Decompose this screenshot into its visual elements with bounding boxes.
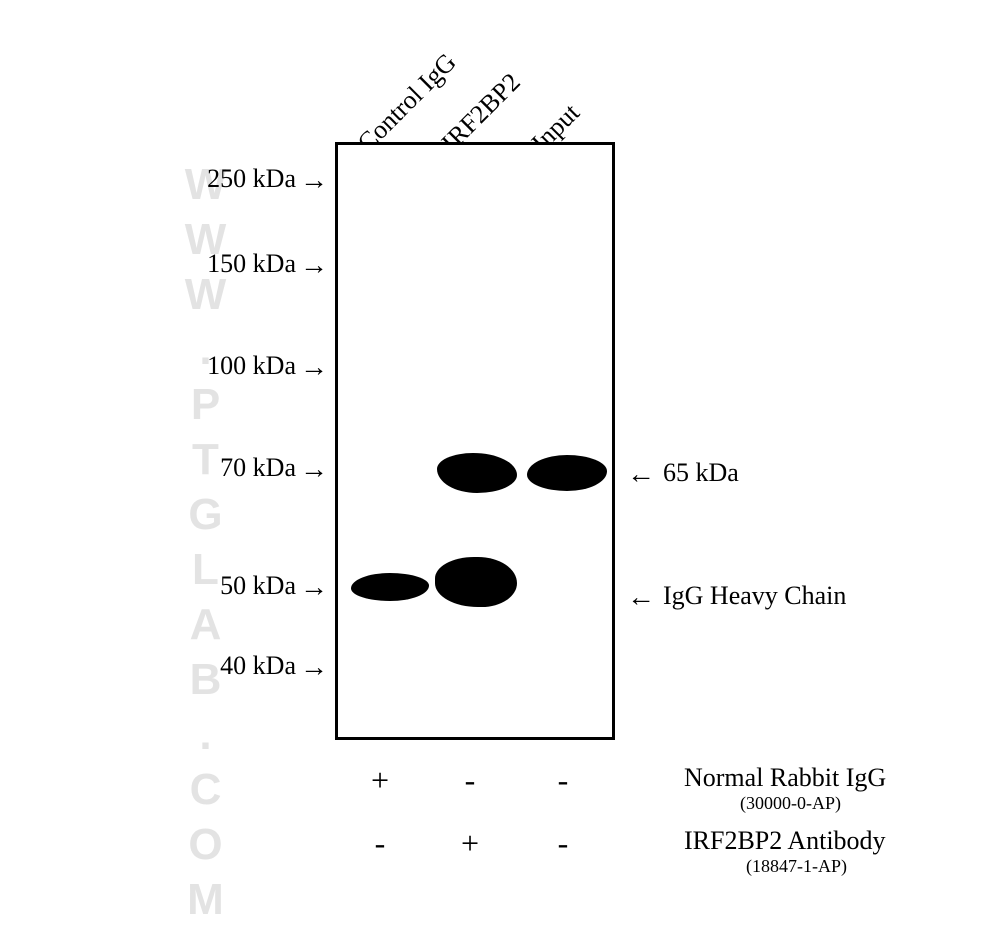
antibody-label-normal-igg: Normal Rabbit IgG — [684, 763, 886, 793]
treatment-mark: - — [360, 825, 400, 862]
band-label-text: IgG Heavy Chain — [663, 581, 846, 610]
arrow-right-icon: → — [300, 652, 328, 684]
antibody-label-irf2bp2: IRF2BP2 Antibody — [684, 826, 886, 856]
blot-membrane — [335, 142, 615, 740]
arrow-right-icon: → — [300, 165, 328, 197]
mw-label: 70 kDa→ — [142, 452, 328, 484]
mw-label: 150 kDa→ — [128, 248, 328, 280]
band-label-text: 65 kDa — [663, 458, 739, 487]
treatment-mark: - — [543, 762, 583, 799]
arrow-right-icon: → — [300, 250, 328, 282]
band-irf2bp2-65kda — [437, 453, 517, 493]
band-irf2bp2-igg-hc — [435, 557, 517, 607]
arrow-right-icon: → — [300, 454, 328, 486]
mw-label: 100 kDa→ — [128, 350, 328, 382]
arrow-left-icon: ← — [627, 582, 655, 614]
band-label-65kda: ← 65 kDa — [627, 457, 739, 489]
mw-text: 70 kDa — [220, 453, 296, 482]
arrow-right-icon: → — [300, 352, 328, 384]
mw-text: 40 kDa — [220, 651, 296, 680]
mw-text: 250 kDa — [207, 164, 296, 193]
arrow-left-icon: ← — [627, 459, 655, 491]
band-control-igg-hc — [351, 573, 429, 601]
treatment-mark: + — [450, 825, 490, 862]
mw-label: 40 kDa→ — [142, 650, 328, 682]
band-label-igg-heavy-chain: ← IgG Heavy Chain — [627, 580, 846, 612]
treatment-mark: - — [450, 762, 490, 799]
mw-text: 50 kDa — [220, 571, 296, 600]
mw-label: 50 kDa→ — [142, 570, 328, 602]
treatment-mark: - — [543, 825, 583, 862]
antibody-catalogue-normal-igg: (30000-0-AP) — [740, 793, 841, 814]
antibody-catalogue-irf2bp2: (18847-1-AP) — [746, 856, 847, 877]
mw-label: 250 kDa→ — [128, 163, 328, 195]
band-input-65kda — [527, 455, 607, 491]
treatment-mark: + — [360, 762, 400, 799]
western-blot-figure: WWW.PTGLAB.COM Control IgG IRF2BP2 Input… — [0, 0, 1000, 903]
mw-text: 100 kDa — [207, 351, 296, 380]
mw-text: 150 kDa — [207, 249, 296, 278]
arrow-right-icon: → — [300, 572, 328, 604]
